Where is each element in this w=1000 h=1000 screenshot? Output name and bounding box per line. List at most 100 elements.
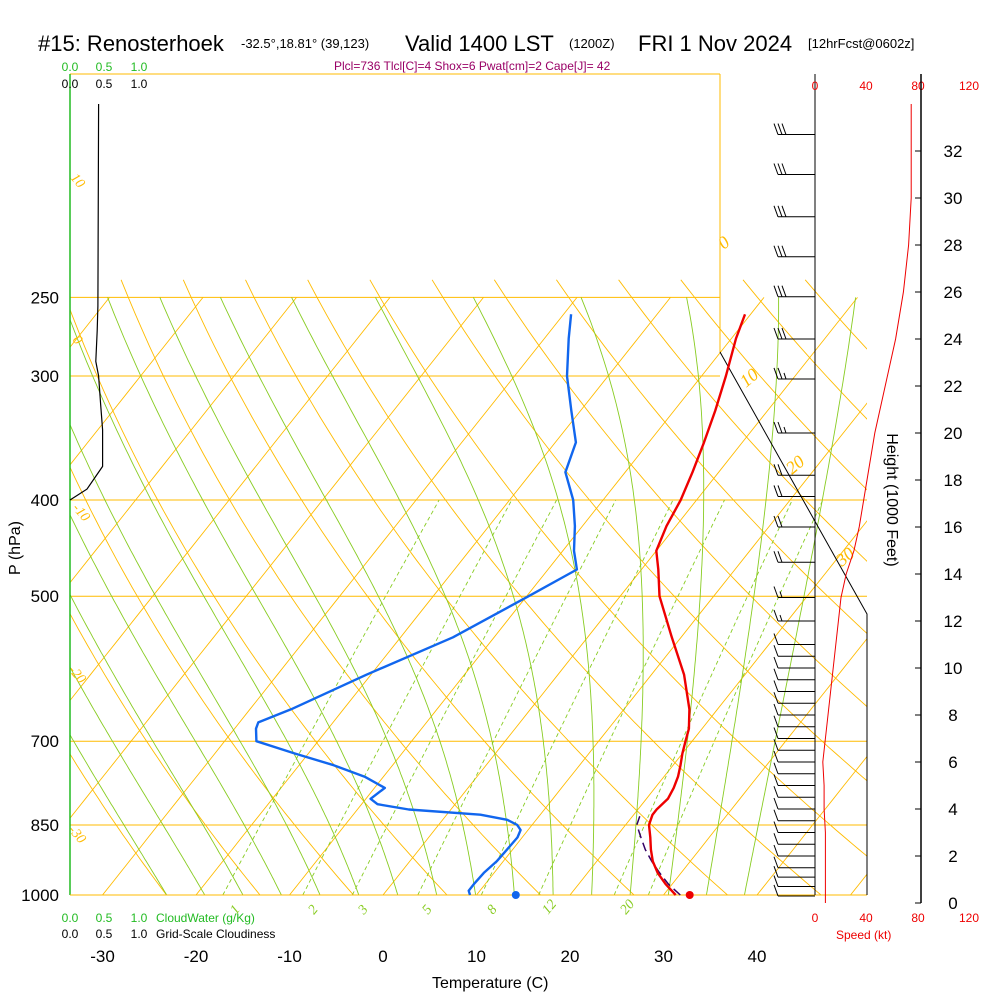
wind-barb <box>773 875 815 888</box>
wind-barb <box>773 833 815 845</box>
cloudiness-top-tick: 0.5 <box>96 77 113 91</box>
temperature-tick-label: -30 <box>90 947 115 966</box>
dry-adiabat-label: -10 <box>69 501 92 525</box>
wind-barb <box>773 739 815 751</box>
wind-barb-flag <box>777 163 783 175</box>
wind-barbs <box>773 123 815 897</box>
isotherm-line <box>195 297 671 895</box>
isobars <box>70 73 867 896</box>
mixing-ratio-label: 8 <box>485 903 501 918</box>
speed-top-tick: 80 <box>911 79 925 93</box>
dry-adiabat-line <box>369 279 867 857</box>
wind-barb-flag <box>773 856 779 868</box>
wind-barb <box>773 485 815 497</box>
wind-barb-flag <box>773 833 779 845</box>
dry-adiabat-line <box>992 280 1000 916</box>
wind-barb <box>773 750 815 763</box>
pressure-tick-label: 400 <box>31 491 59 510</box>
wind-barb <box>773 586 815 598</box>
isotherm-line <box>70 297 484 819</box>
wind-barb-flag <box>773 844 779 857</box>
moist-adiabat-line <box>70 666 206 895</box>
cloudiness-top-tick: 1.0 <box>131 77 148 91</box>
dry-adiabat-line <box>930 280 1000 916</box>
wind-barb-flag <box>773 821 779 833</box>
dry-adiabat-line <box>245 279 729 895</box>
cloudwater-top-tick: 1.0 <box>131 60 148 74</box>
wind-barb-flag <box>773 515 779 528</box>
height-tick-label: 22 <box>944 377 963 396</box>
wind-barb-flag <box>773 809 779 821</box>
wind-barb-flag <box>773 633 779 645</box>
height-tick-label: 12 <box>944 612 963 631</box>
wind-barb <box>773 856 815 869</box>
wind-barb-flag <box>773 205 779 217</box>
dry-adiabat-label: -30 <box>65 823 88 847</box>
wind-barb <box>773 245 815 258</box>
wind-barb-flag <box>773 656 779 669</box>
wind-barb-flag <box>777 327 783 340</box>
surface-dewpoint-marker <box>511 891 520 899</box>
height-tick-label: 14 <box>944 565 963 584</box>
height-tick-label: 24 <box>944 330 963 349</box>
speed-top-tick: 120 <box>959 79 979 93</box>
moist-adiabat-line <box>580 297 644 895</box>
wind-barb <box>773 844 815 857</box>
cloudiness-bottom-tick: 0.5 <box>96 927 113 941</box>
forecast-date: FRI 1 Nov 2024 <box>638 31 792 56</box>
wind-barb-flag <box>781 285 787 297</box>
moist-adiabat-line <box>291 297 515 895</box>
pressure-tick-label: 300 <box>31 367 59 386</box>
cloudwater-panel: 0.0 0.0 0.5 0.5 1.0 1.0 0.0 0.0 0.5 0.5 1.0 1.0 <box>62 60 148 941</box>
wind-barb <box>773 703 815 716</box>
cloudwater-bottom-tick: 1.0 <box>131 911 148 925</box>
isotherm-line <box>382 297 858 895</box>
pressure-tick-label: 700 <box>31 732 59 751</box>
moist-adiabat-line <box>107 297 399 895</box>
wind-barb <box>773 797 815 810</box>
wind-barb-flag <box>773 750 779 763</box>
speed-bottom-tick: 80 <box>911 911 925 925</box>
isotherm-line <box>850 873 867 895</box>
dry-adiabat-line <box>120 279 542 895</box>
mixing-ratio-line <box>302 499 513 895</box>
isotherm-label: 20 <box>782 451 809 478</box>
wind-barb <box>773 551 815 563</box>
terrain-border <box>719 351 868 895</box>
height-tick-label: 0 <box>948 894 957 913</box>
isotherm-label: 0 <box>714 232 734 253</box>
wind-barb <box>773 727 815 739</box>
isotherm-line <box>476 402 867 895</box>
mixing-ratio-label: 20 <box>618 897 638 917</box>
wind-barb <box>773 680 815 692</box>
temperature-tick-label: 0 <box>378 947 387 966</box>
y2-axis-title: Height (1000 Feet) <box>883 433 900 566</box>
wind-barb-flag <box>773 739 779 751</box>
moist-adiabat-line <box>705 297 780 895</box>
temperature-tick-label: 20 <box>561 947 580 966</box>
pressure-tick-label: 1000 <box>21 886 59 905</box>
temperature-tick-label: -10 <box>277 947 302 966</box>
cloudiness-bottom-tick: 0.0 <box>62 927 79 941</box>
isotherm-line <box>756 755 867 895</box>
wind-barb-flag <box>773 715 779 727</box>
height-tick-label: 20 <box>944 424 963 443</box>
moist-adiabat-line <box>667 297 705 895</box>
wind-barb <box>773 715 815 728</box>
cloudiness-top-tick: 0.0 <box>62 77 79 91</box>
speed-bottom-tick: 0 <box>812 911 819 925</box>
mixing-ratio-label: 2 <box>306 903 322 918</box>
moist-adiabat-line <box>375 297 554 895</box>
station-title: #15: Renosterhoek <box>38 31 225 56</box>
dewpoint-profile-line <box>254 314 579 896</box>
wind-barb-flag <box>773 668 779 680</box>
wind-barb-flag <box>773 727 779 739</box>
wind-barb <box>773 774 815 786</box>
mixing-ratio-line <box>647 499 824 895</box>
speed-bottom-tick: 40 <box>859 911 873 925</box>
dry-adiabat-line <box>680 279 867 491</box>
wind-barb <box>773 163 815 175</box>
wind-barb-flag <box>777 245 783 257</box>
wind-barb <box>773 367 815 380</box>
